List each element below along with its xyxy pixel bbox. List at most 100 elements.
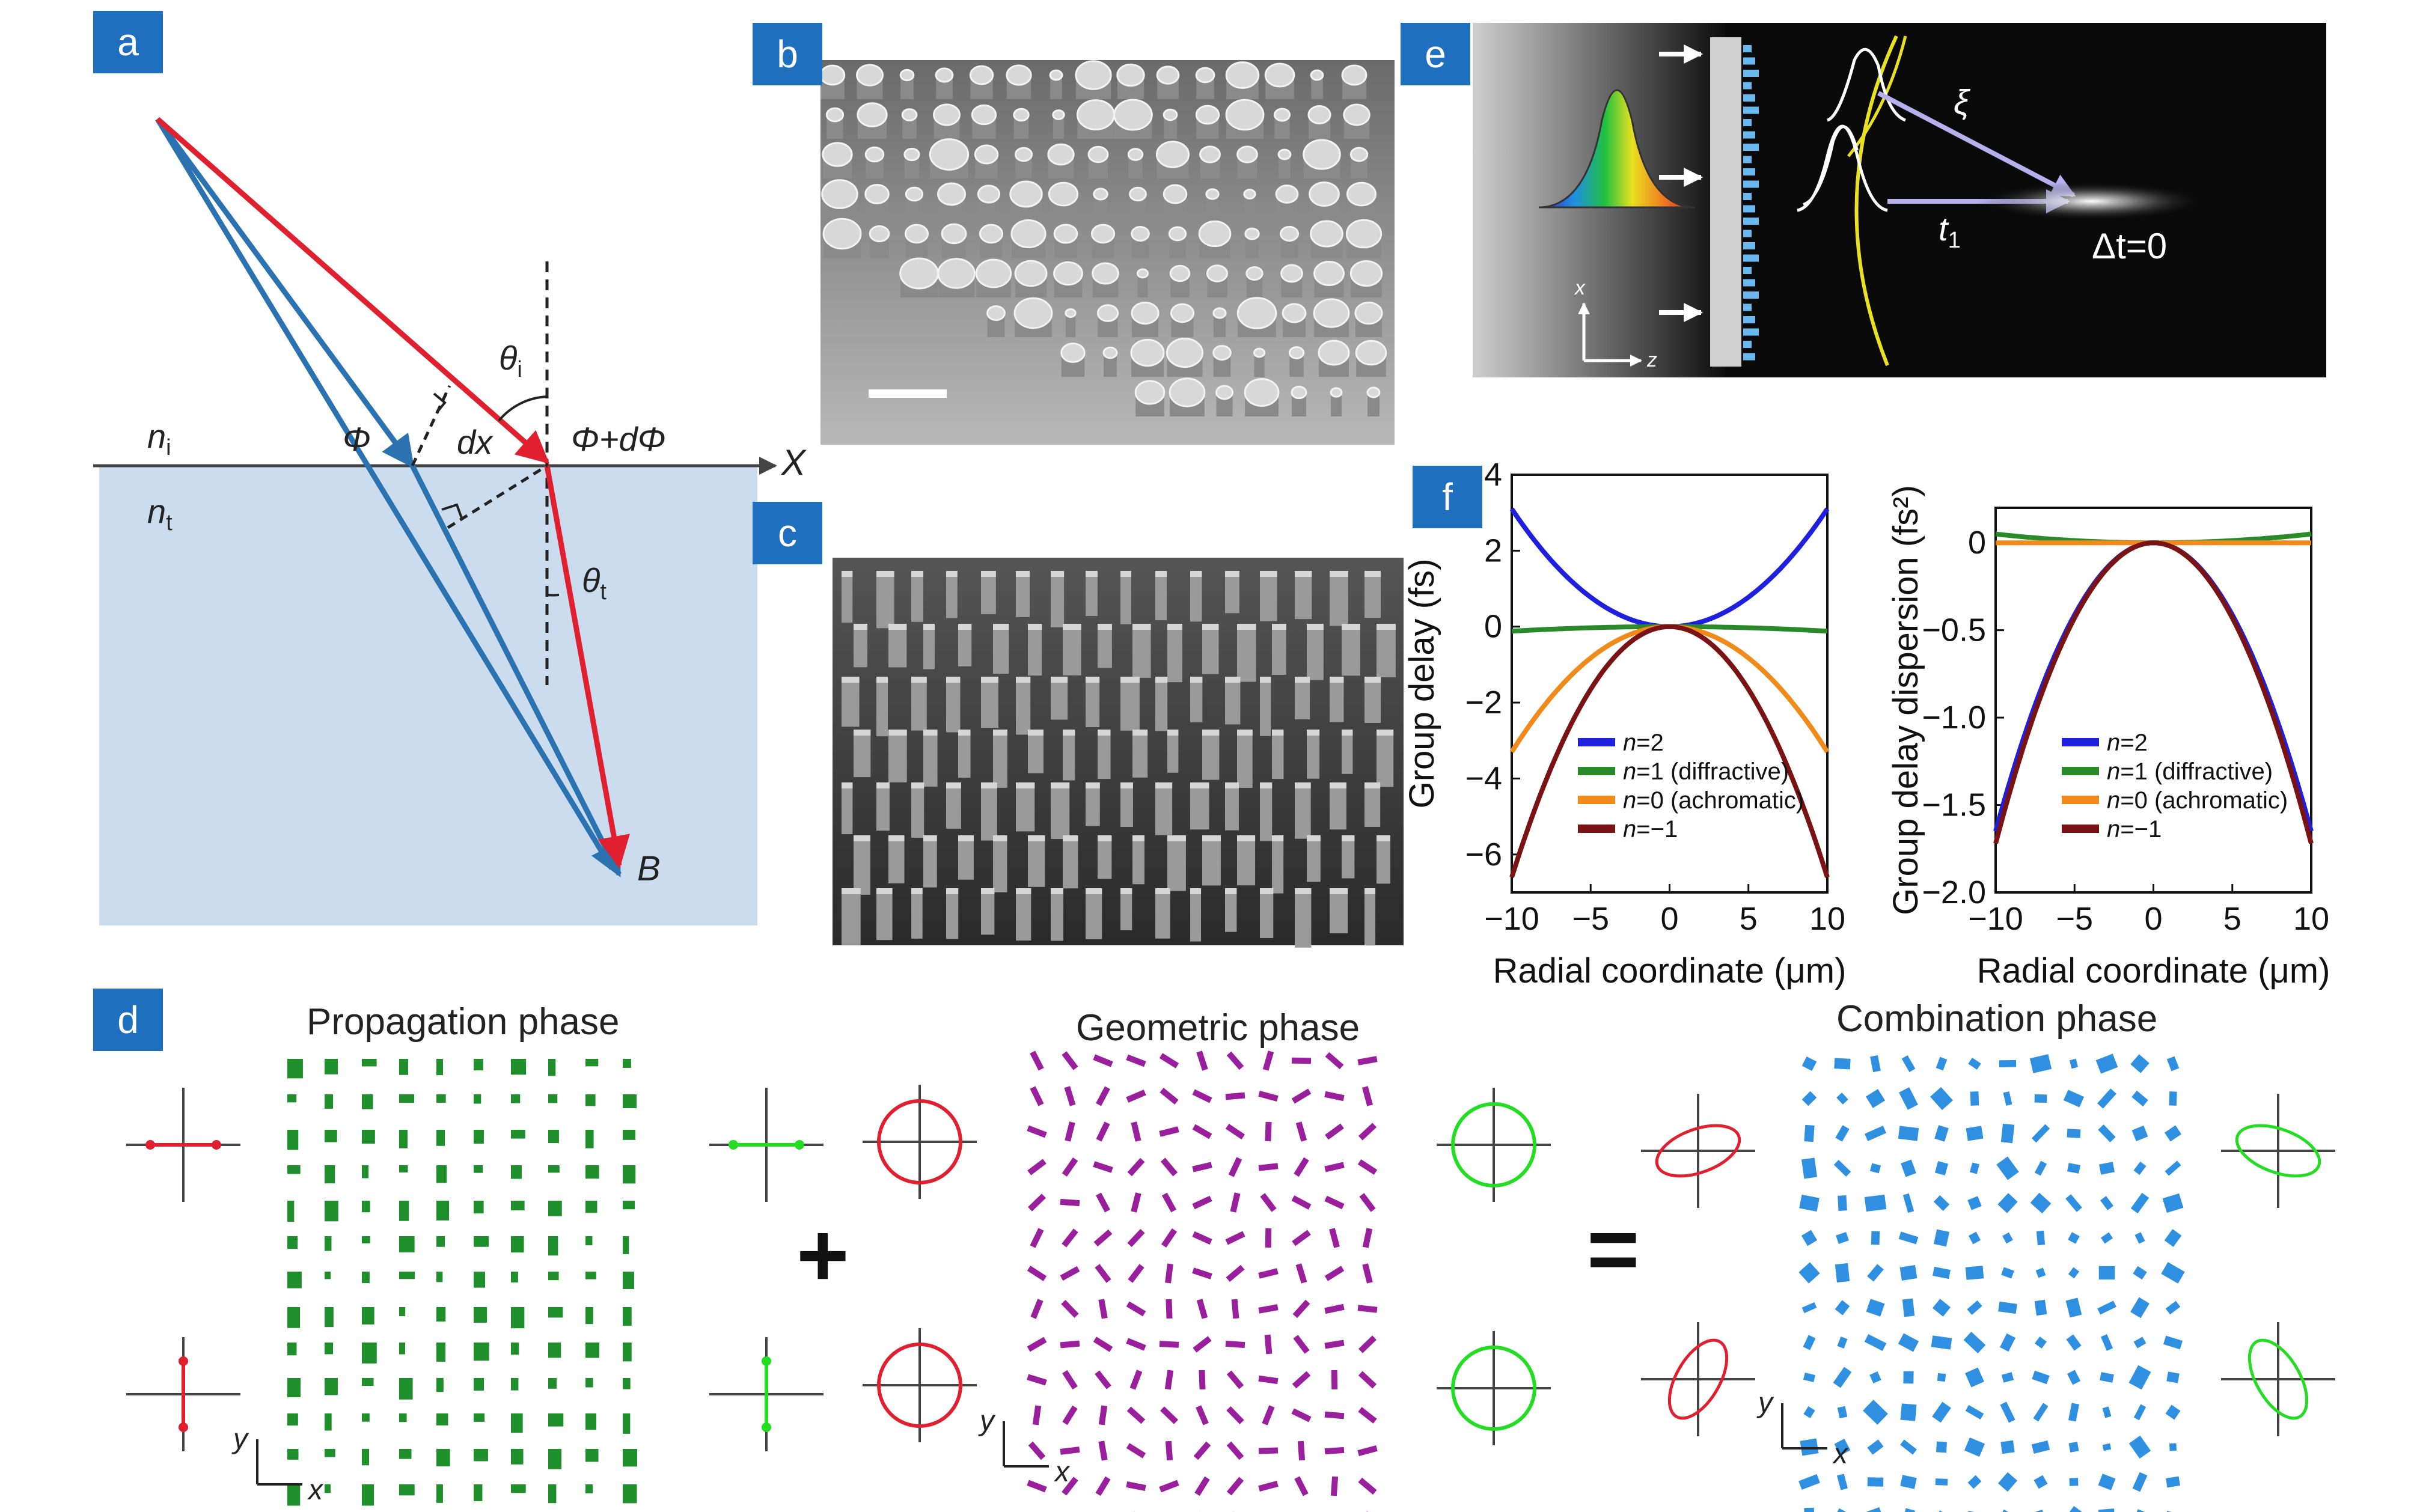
x-tick-label: 0 [2144,901,2162,937]
pillar-body [1245,234,1259,258]
theta-t-arc [546,594,560,597]
pillar-top [1169,377,1206,407]
theta-i-label: θi [499,339,522,382]
propagation-nanopillar [399,1307,406,1317]
nanofin-top [1051,782,1070,788]
blue-ray [155,117,415,469]
combination-nanopillar [1867,1439,1884,1455]
propagation-nanopillar [585,1272,596,1279]
combination-nanopillar [1901,1159,1916,1177]
pillar-top [1288,346,1305,359]
geometric-nanofin [1324,1266,1345,1281]
propagation-nanopillar [585,1484,593,1493]
geometric-nanofin [1098,1440,1108,1461]
propagation-nanopillar [511,1378,519,1391]
x-axis-label: Radial coordinate (μm) [1493,951,1847,990]
combination-nanopillar [1903,1371,1914,1384]
panel-c-sem-image [833,558,1404,948]
combination-nanopillar [2032,1370,2050,1385]
d-axes: y x y x y x [231,1387,1849,1506]
geometric-nanofin [1330,1476,1339,1496]
pillar-top [1198,220,1232,248]
geometric-nanofin [1096,1192,1110,1213]
geometric-nanofin [1362,1263,1373,1284]
panel-label-a: a [93,11,163,73]
geometric-nanofin [1192,1162,1212,1172]
geometric-nanofin [1194,1476,1210,1496]
geometric-nanofin [1329,1228,1340,1248]
pillar-body [1093,194,1108,218]
geometric-nanofin [1258,1447,1279,1454]
nanofin-top [1086,677,1100,683]
pillar-top [1048,181,1079,207]
combination-nanopillar [1902,1508,1915,1512]
combination-nanopillar [1866,1507,1885,1512]
nanofin [1051,782,1070,840]
propagation-nanopillar [548,1307,563,1318]
geometric-nanofin [1030,1228,1044,1248]
propagation-nanopillar [362,1307,374,1325]
combination-nanopillar [1833,1367,1852,1388]
equals-sign: = [1587,1198,1640,1299]
propagation-nanopillar [362,1272,370,1284]
propagation-nanopillar [585,1165,599,1179]
geometric-nanofin [1027,1374,1047,1386]
geometric-nanofin [1166,1299,1173,1319]
geometric-nanofin [1260,1193,1277,1212]
geometric-nanofin [1193,1336,1212,1353]
combination-nanopillar [1966,1126,1984,1141]
combination-nanopillar [1867,1477,1884,1487]
nanofin-top [1307,624,1324,630]
propagation-nanopillar [325,1236,332,1251]
metalens-bar [1743,303,1752,311]
combination-nanopillar [2069,1058,2079,1069]
nanofin-top [911,677,927,683]
nanofin [1237,730,1253,788]
combination-nanopillar [1833,1160,1851,1177]
nanofin [1098,730,1111,779]
nanofin-top [1132,624,1151,630]
metalens-bar [1743,328,1759,336]
combination-nanopillar [2098,1508,2116,1512]
metalens-bar [1743,82,1752,90]
pillar-top [1313,260,1345,287]
geometric-nanofin [1095,1476,1111,1496]
linear-y-polarization-green-head-a [762,1356,771,1366]
combination-nanopillar [1970,1091,1979,1106]
nanofin-top [1307,835,1321,841]
nanofin [1364,571,1381,618]
pillar-top [1047,143,1075,166]
combination-nanopillar [2163,1335,2183,1350]
nanofin-top [1364,782,1381,788]
propagation-nanopillar [287,1236,298,1249]
combination-nanopillar [2068,1232,2080,1244]
propagation-nanopillar [325,1201,338,1222]
nanofin-top [1098,835,1112,841]
propagation-nanopillar [548,1094,558,1103]
pillar-top [986,305,1006,322]
combination-nanopillar [1834,1439,1851,1456]
nanofin [1155,782,1173,835]
geometric-nanofin [1126,1301,1146,1317]
propagation-nanopillar [399,1130,408,1148]
propagation-nanopillar [436,1413,448,1425]
combination-nanopillar [1933,1195,1950,1212]
nanofin [1364,782,1381,827]
nanofin-top [981,782,997,788]
pillar-top [1236,145,1258,163]
nanofin-top [923,730,938,736]
combination-nanopillar [1838,1195,1847,1212]
combination-nanopillar [2034,1094,2047,1103]
propagation-nanopillar [474,1307,487,1323]
propagation-nanopillar [623,1201,635,1210]
nanofin [1190,888,1202,942]
geometric-nanofin [1293,1335,1310,1354]
combination-nanopillar [2098,1474,2116,1490]
output-arrow-1 [1877,91,2076,198]
nanofin [993,624,1009,674]
nanofin-top [1167,835,1186,841]
pillar-top [1090,224,1116,244]
propagation-nanopillar [511,1272,518,1283]
nanofin-top [1330,888,1348,894]
nanofin-top [1063,730,1075,736]
